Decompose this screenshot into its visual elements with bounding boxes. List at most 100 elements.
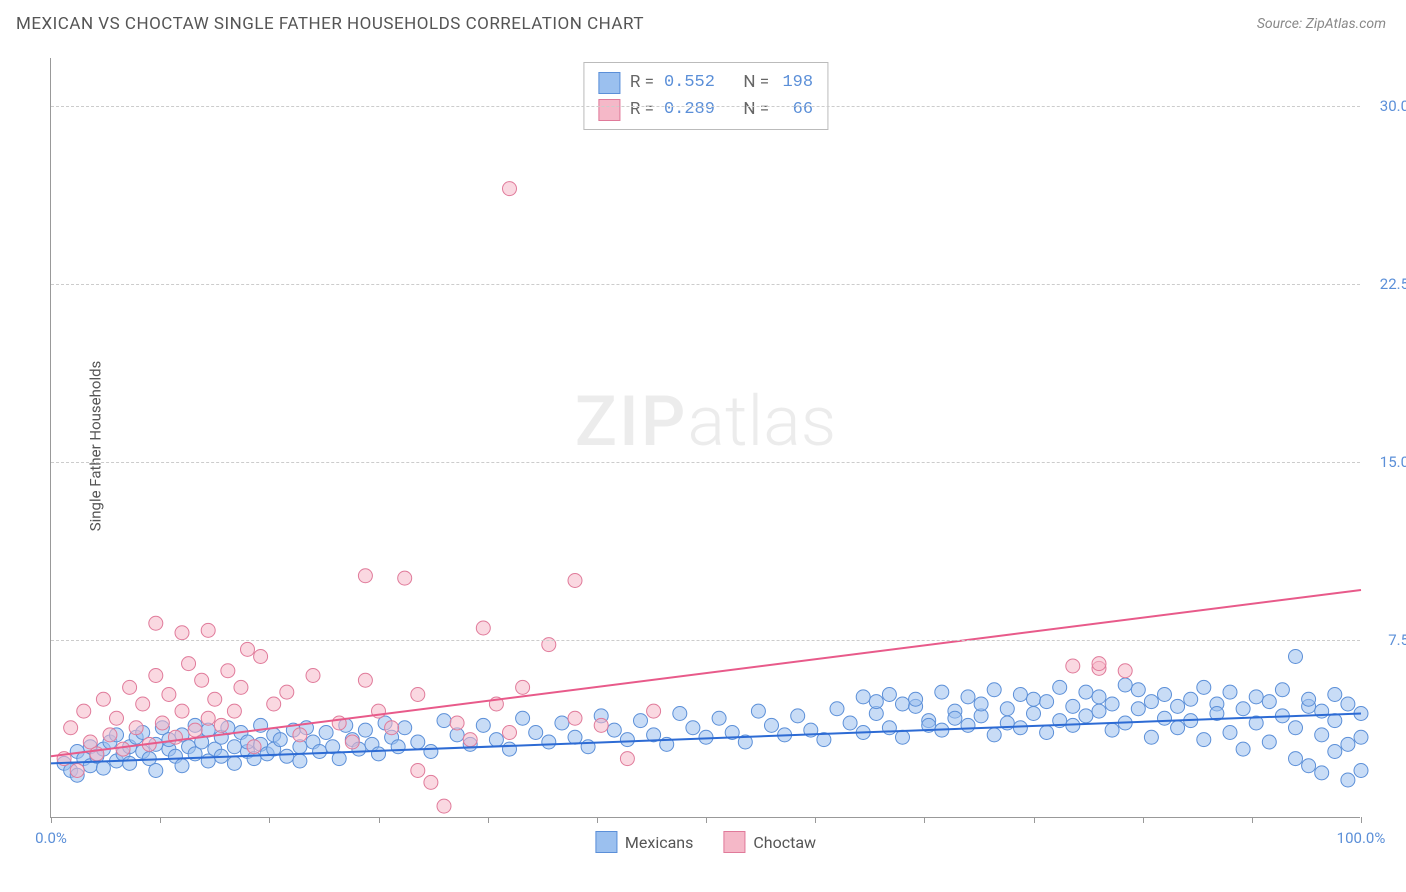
data-point [424,775,438,789]
data-point [1223,685,1237,699]
data-point [516,711,530,725]
data-point [686,721,700,735]
x-tick [1034,817,1035,823]
data-point [856,690,870,704]
x-tick [160,817,161,823]
data-point [358,723,372,737]
data-point [1079,685,1093,699]
data-point [1013,721,1027,735]
x-tick [706,817,707,823]
data-point [437,714,451,728]
data-point [227,704,241,718]
x-tick [815,817,816,823]
data-point [568,711,582,725]
chart-plot-area: ZIPatlas R =0.552 N =198R =0.289 N =66 M… [50,58,1360,818]
data-point [149,669,163,683]
x-tick-label-left: 0.0% [35,829,67,847]
data-point [110,711,124,725]
r-label: R = [630,69,654,96]
n-value: 198 [779,69,813,96]
data-point [437,799,451,813]
legend-swatch [723,831,745,853]
data-point [188,723,202,737]
data-point [987,728,1001,742]
x-tick [924,817,925,823]
data-point [450,716,464,730]
data-point [529,726,543,740]
data-point [948,711,962,725]
chart-title: MEXICAN VS CHOCTAW SINGLE FATHER HOUSEHO… [16,14,644,34]
data-point [64,721,78,735]
data-point [896,730,910,744]
data-point [1289,752,1303,766]
data-point [673,707,687,721]
chart-header: MEXICAN VS CHOCTAW SINGLE FATHER HOUSEHO… [0,0,1406,42]
data-point [136,697,150,711]
series-legend: MexicansChoctaw [595,831,816,853]
data-point [273,733,287,747]
data-point [234,680,248,694]
data-point [961,718,975,732]
data-point [214,718,228,732]
data-point [1236,742,1250,756]
x-tick [51,817,52,823]
n-label: N = [743,96,769,123]
data-point [1341,697,1355,711]
correlation-stats-box: R =0.552 N =198R =0.289 N =66 [583,62,828,130]
legend-swatch [595,831,617,853]
data-point [882,721,896,735]
data-point [129,721,143,735]
data-point [1328,688,1342,702]
data-point [227,740,241,754]
data-point [1341,737,1355,751]
data-point [699,730,713,744]
data-point [103,728,117,742]
data-point [634,714,648,728]
data-point [358,673,372,687]
data-point [869,695,883,709]
data-point [1158,688,1172,702]
data-point [568,574,582,588]
data-point [195,673,209,687]
stats-row: R =0.552 N =198 [598,69,813,96]
data-point [1315,766,1329,780]
data-point [1262,695,1276,709]
data-point [398,721,412,735]
data-point [961,690,975,704]
data-point [647,704,661,718]
data-point [1000,702,1014,716]
data-point [568,730,582,744]
grid-line [51,284,1360,285]
data-point [1092,657,1106,671]
data-point [201,623,215,637]
source-attribution: Source: ZipAtlas.com [1257,16,1386,32]
data-point [247,740,261,754]
data-point [332,752,346,766]
n-value: 66 [779,96,813,123]
x-tick [597,817,598,823]
data-point [1131,702,1145,716]
data-point [1184,692,1198,706]
data-point [293,754,307,768]
data-point [280,749,294,763]
data-point [168,730,182,744]
data-point [1302,692,1316,706]
data-point [1289,721,1303,735]
data-point [620,752,634,766]
data-point [1197,680,1211,694]
data-point [241,642,255,656]
data-point [1131,683,1145,697]
data-point [594,718,608,732]
data-point [607,723,621,737]
data-point [319,726,333,740]
data-point [935,685,949,699]
legend-label: Mexicans [625,833,693,852]
data-point [476,621,490,635]
data-point [1013,688,1027,702]
data-point [175,704,189,718]
data-point [1223,726,1237,740]
data-point [1171,699,1185,713]
n-label: N = [743,69,769,96]
x-tick [269,817,270,823]
data-point [1027,692,1041,706]
